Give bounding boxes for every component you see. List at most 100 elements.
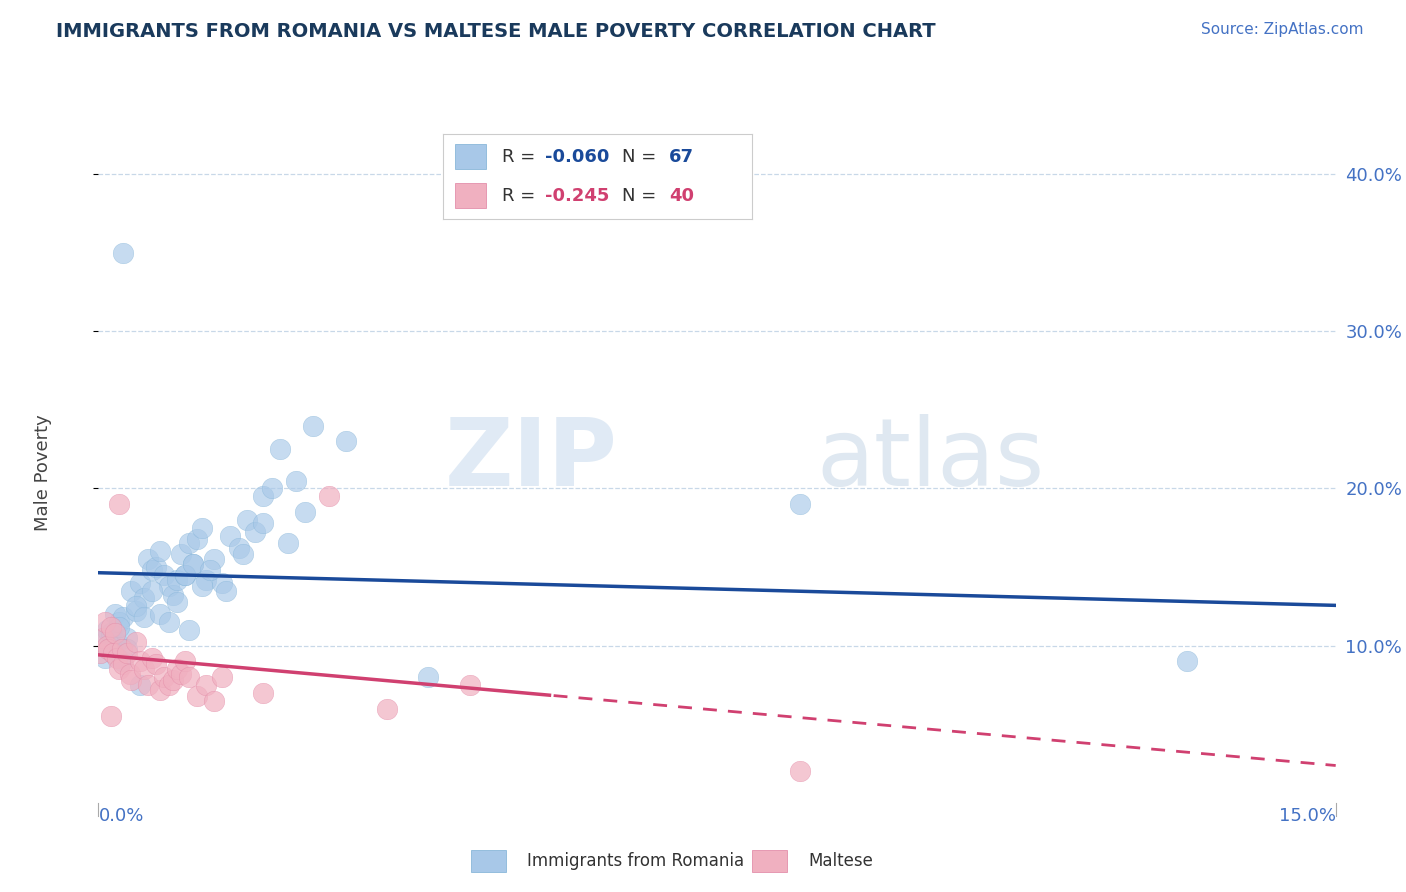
Point [104,607,127,622]
Point [97,641,120,656]
Point [174,654,197,668]
Text: -0.245: -0.245 [546,186,609,204]
Point [103,647,125,661]
Point [190,521,212,535]
Point [215,583,238,598]
Text: 0.0%: 0.0% [98,807,143,825]
Text: Male Poverty: Male Poverty [34,415,52,531]
Point [100,620,122,634]
Point [112,610,135,624]
Point [89,647,111,661]
Point [117,641,139,656]
Point [105,651,128,665]
Point [105,635,128,649]
Point [375,701,398,715]
Point [96,639,118,653]
Text: 40: 40 [669,186,693,204]
Point [94,615,117,629]
Point [108,615,131,629]
Point [179,536,201,550]
Point [236,513,259,527]
Bar [456,144,486,169]
Point [190,579,212,593]
Point [294,505,316,519]
Point [166,662,188,676]
Point [202,693,225,707]
Point [94,651,117,665]
Bar [752,849,787,872]
Point [96,623,118,637]
Point [179,623,201,637]
Text: atlas: atlas [815,414,1045,506]
Point [179,670,201,684]
Point [198,563,221,577]
Point [418,670,440,684]
Point [228,541,250,556]
Point [120,673,142,688]
Point [260,482,283,496]
Point [100,639,122,653]
Point [124,599,146,614]
Point [145,560,167,574]
Point [136,552,159,566]
Point [162,588,184,602]
Point [141,651,163,665]
Point [128,654,150,668]
Point [277,536,299,550]
Point [91,631,114,645]
Point [162,673,184,688]
Point [252,489,274,503]
Point [103,647,125,661]
Point [124,604,146,618]
Point [194,678,217,692]
Point [112,245,135,260]
Point [108,497,131,511]
Point [458,678,481,692]
Bar [471,849,506,872]
Point [211,670,233,684]
Point [97,641,120,656]
Point [100,709,122,723]
Text: 15.0%: 15.0% [1278,807,1336,825]
Point [186,689,208,703]
Point [104,626,127,640]
Point [170,548,193,562]
Point [174,568,197,582]
Point [153,670,176,684]
Point [108,620,131,634]
Point [124,635,146,649]
Point [128,678,150,692]
Point [181,557,204,571]
Point [1175,654,1198,668]
Point [149,544,172,558]
Point [166,594,188,608]
Point [117,647,139,661]
Point [132,610,155,624]
Point [153,568,176,582]
Point [174,568,197,582]
Text: -0.060: -0.060 [546,148,609,166]
Point [252,686,274,700]
Point [157,678,180,692]
Point [252,516,274,530]
Point [194,573,217,587]
Point [100,626,122,640]
Point [170,667,193,681]
Text: Immigrants from Romania: Immigrants from Romania [527,852,744,870]
Point [149,607,172,622]
Point [157,579,180,593]
Text: R =: R = [502,186,541,204]
Point [117,631,139,645]
Point [112,657,135,672]
Point [302,418,325,433]
Point [335,434,357,449]
Point [91,631,114,645]
Point [132,662,155,676]
Point [285,474,308,488]
Point [318,489,340,503]
Point [157,615,180,629]
Point [269,442,291,457]
Text: N =: N = [623,186,662,204]
Text: IMMIGRANTS FROM ROMANIA VS MALTESE MALE POVERTY CORRELATION CHART: IMMIGRANTS FROM ROMANIA VS MALTESE MALE … [56,22,936,41]
Point [141,563,163,577]
